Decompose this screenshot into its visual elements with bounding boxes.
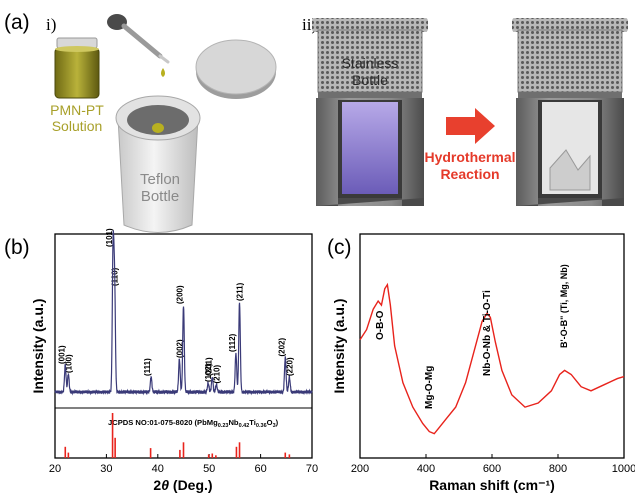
xrd-peak-label: (220) (285, 357, 294, 376)
xrd-x-axis-label: 2θ (Deg.) (153, 477, 212, 493)
xrd-peak-labels: (001)(100)(101)(110)(111)(002)(200)(102)… (57, 228, 294, 384)
solution-vial-icon (54, 37, 100, 99)
stainless-label-line1: Stainless (342, 55, 399, 71)
xrd-x-tick-label: 40 (152, 463, 164, 475)
xrd-x-tick-label: 30 (100, 463, 112, 475)
raman-annotation: Nb-O-Nb & Ti-O-Ti (482, 290, 493, 376)
xrd-pattern-line (54, 230, 313, 396)
xrd-x-tick-label: 20 (49, 463, 61, 475)
raman-x-tick-label: 800 (549, 463, 567, 475)
panel-a-label: (a) (4, 11, 30, 34)
raman-ticks: 200 400 600 800 1000 (351, 454, 635, 475)
panel-b: (b) Intensity (a.u.) 2θ (Deg.) JCPDS NO:… (4, 228, 318, 493)
reaction-label-line1: Hydrothermal (424, 149, 515, 165)
xrd-x-tick-label: 50 (203, 463, 215, 475)
xrd-peak-label: (002) (175, 339, 184, 358)
reaction-arrow-icon (446, 108, 495, 144)
raman-spectrum-line (359, 282, 625, 435)
xrd-peak-label: (001) (57, 345, 66, 364)
xrd-peak-label: (200) (176, 285, 185, 304)
xrd-x-tick-label: 70 (306, 463, 318, 475)
xrd-peak-label: (112) (228, 333, 237, 352)
panel-c: (c) Intensity (a.u.) Raman shift (cm⁻¹) … (327, 233, 635, 493)
raman-annotation: Mg-O-Mg (424, 366, 435, 409)
raman-annotations: O-B-O Mg-O-Mg Nb-O-Nb & Ti-O-Ti B'-O-B" (Ti… (375, 264, 569, 409)
xrd-reference-label: JCPDS NO:01-075-8020 (PbMg0.23Nb0.42Ti0.… (108, 418, 279, 429)
raman-y-axis-label: Intensity (a.u.) (331, 299, 347, 394)
autoclave-after-icon (512, 18, 628, 206)
xrd-peak-label: (211) (236, 282, 245, 301)
xrd-peak-label: (201) (204, 357, 213, 376)
xrd-peak-label: (111) (143, 358, 152, 376)
teflon-bottle-icon (115, 95, 201, 233)
xrd-peak-label: (210) (212, 364, 221, 383)
teflon-label-line1: Teflon (140, 171, 180, 188)
raman-annotation: B'-O-B" (Ti, Mg, Nb) (559, 264, 569, 348)
xrd-reference-bars (64, 413, 291, 458)
xrd-peak-label: (102) (204, 363, 213, 382)
panel-b-label: (b) (4, 236, 30, 259)
xrd-peak-label: (101) (105, 228, 114, 247)
xrd-x-tick-label: 60 (254, 463, 266, 475)
xrd-peak-label: (100) (64, 354, 73, 373)
raman-x-tick-label: 400 (417, 463, 435, 475)
panel-c-label: (c) (327, 236, 352, 259)
xrd-peak-label: (202) (277, 337, 286, 356)
solution-label-line1: PMN-PT (50, 102, 104, 118)
panel-a: (a) i) ii) PMN-PT Solution (4, 11, 628, 233)
solution-label-line2: Solution (52, 118, 103, 134)
xrd-y-axis-label: Intensity (a.u.) (30, 299, 46, 394)
reaction-label-line2: Reaction (440, 166, 499, 182)
xrd-ticks: 20 30 40 50 60 70 (49, 454, 318, 475)
step-i-label: i) (46, 15, 56, 34)
raman-x-axis-label: Raman shift (cm⁻¹) (429, 477, 555, 493)
raman-x-tick-label: 1000 (612, 463, 635, 475)
raman-annotation: O-B-O (375, 310, 386, 340)
stainless-label-line2: Bottle (352, 72, 388, 88)
raman-x-tick-label: 600 (483, 463, 501, 475)
autoclave-before-icon (312, 18, 428, 206)
teflon-lid-icon (195, 39, 277, 99)
teflon-label-line2: Bottle (141, 188, 179, 205)
raman-x-tick-label: 200 (351, 463, 369, 475)
